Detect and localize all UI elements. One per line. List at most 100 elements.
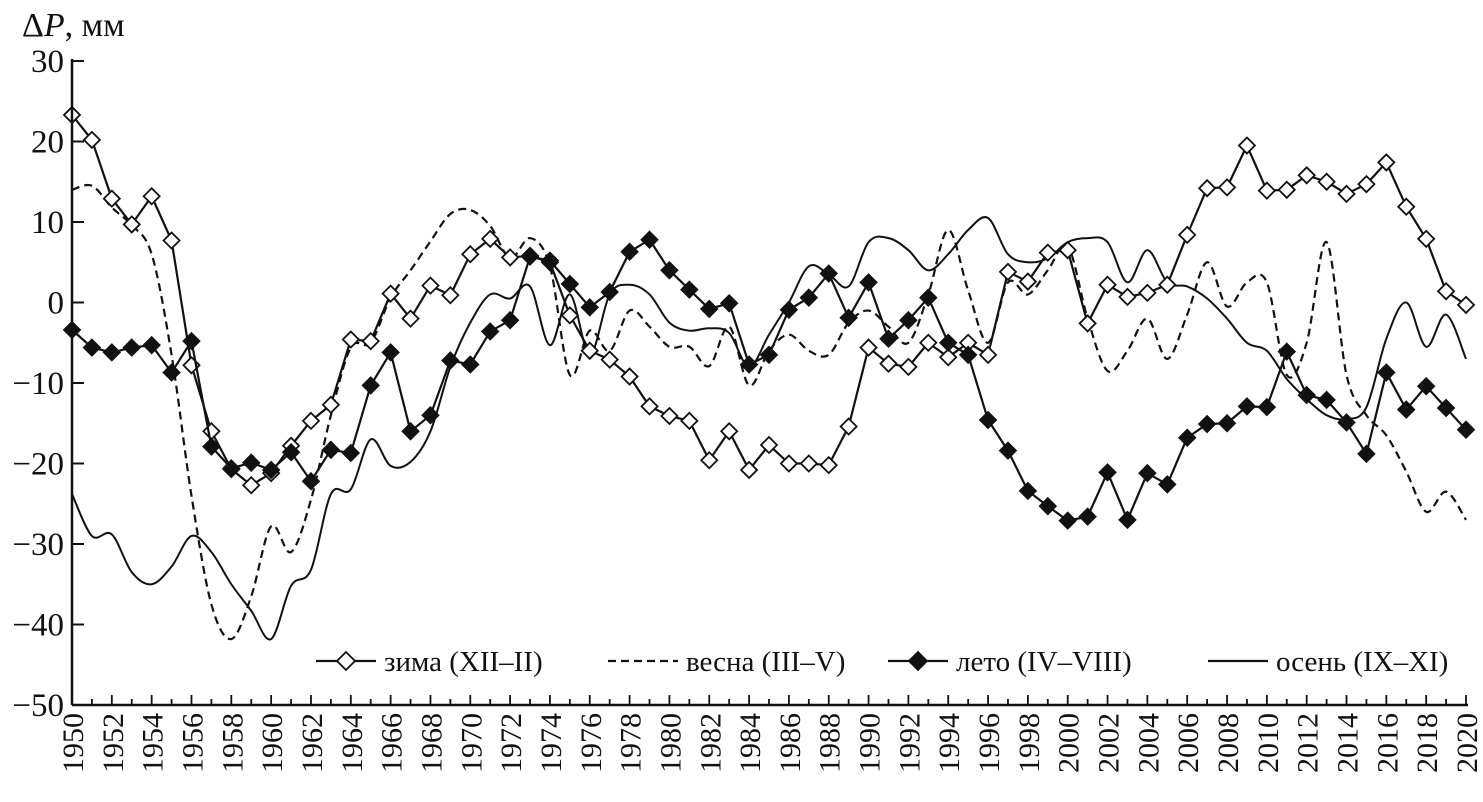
x-tick-label: 1986 [774, 713, 807, 773]
x-tick-label: 1980 [654, 713, 687, 773]
x-tick-label: 2004 [1132, 713, 1165, 773]
series-winter-point [859, 338, 878, 357]
series-summer-point [480, 322, 500, 341]
series-layer [62, 105, 1476, 641]
y-axis-label-unit: , мм [65, 7, 125, 44]
series-summer-point [779, 300, 799, 320]
series-summer-point [660, 261, 679, 280]
series-summer-point [1436, 398, 1456, 418]
series-summer-point [1237, 397, 1257, 416]
series-summer-point [899, 310, 918, 330]
series-summer-point [341, 443, 361, 463]
series-winter-point [699, 451, 719, 470]
series-summer-point [560, 274, 580, 294]
series-winter-point [202, 422, 221, 441]
series-winter-point [759, 435, 779, 455]
series-summer-point [640, 230, 659, 249]
x-tick-label: 1964 [336, 713, 369, 773]
series-winter-point [640, 397, 659, 416]
x-tick-label: 1950 [57, 713, 90, 773]
y-tick-label: −50 [12, 688, 64, 724]
series-summer-point [520, 247, 540, 266]
series-autumn [71, 216, 1467, 641]
y-tick-label: −10 [12, 366, 64, 402]
series-winter-point [799, 454, 819, 473]
x-tick-label: 1966 [376, 713, 409, 773]
series-summer-point [122, 338, 142, 357]
series-summer-point [82, 338, 102, 357]
series-summer-point [978, 410, 998, 430]
series-summer-point [321, 440, 341, 460]
series-winter-point [938, 347, 958, 367]
series-summer-point [222, 459, 241, 478]
series-summer-point [1177, 428, 1197, 448]
series-summer-point [719, 294, 739, 313]
series-summer-point [102, 343, 122, 362]
series-winter-point [660, 406, 679, 426]
y-tick-label: 10 [31, 205, 64, 241]
series-winter-point [461, 244, 480, 264]
series-summer-point [281, 442, 301, 462]
series-spring-line [71, 183, 1467, 641]
y-tick-label: −40 [12, 608, 64, 644]
series-summer-point [799, 288, 819, 307]
series-summer-point [1038, 496, 1058, 516]
series-winter-point [1396, 197, 1416, 216]
legend-item-autumn: осень (IX–XI) [1208, 646, 1448, 678]
series-winter-point [1118, 287, 1137, 307]
series-winter-point [1177, 225, 1197, 245]
series-summer-point [1078, 507, 1097, 526]
x-tick-label: 2016 [1371, 713, 1404, 773]
series-summer-point [839, 308, 858, 328]
series-winter-point [1456, 295, 1476, 315]
x-tick-label: 2020 [1451, 713, 1483, 773]
series-summer-point [1277, 342, 1297, 361]
series-summer-point [1377, 363, 1396, 382]
x-tick-label: 1978 [615, 713, 648, 773]
series-summer-point [998, 441, 1018, 460]
series-winter-point [998, 262, 1018, 282]
series-winter-point [1317, 172, 1336, 192]
legend-label-spring: весна (III–V) [686, 646, 845, 678]
series-summer-point [162, 363, 181, 382]
series-summer-point [1456, 420, 1476, 439]
series-winter-point [899, 357, 918, 377]
series-winter-point [1237, 136, 1257, 155]
series-winter-point [1297, 166, 1316, 185]
series-summer-point [1197, 414, 1217, 434]
series-winter-point [719, 422, 739, 441]
legend: зима (XII–II) весна (III–V) лето (IV–VIII)… [316, 646, 1448, 678]
x-tick-label: 2014 [1332, 713, 1365, 773]
x-tick-label: 1998 [1013, 713, 1046, 773]
series-winter-point [1078, 314, 1097, 333]
series-summer-point [879, 329, 898, 348]
series-winter-point [560, 306, 580, 325]
series-summer-point [381, 343, 400, 362]
series-summer-point [401, 422, 420, 441]
series-summer-point [500, 310, 520, 330]
series-winter-point [1098, 275, 1117, 295]
x-tick-label: 1984 [734, 713, 767, 773]
series-autumn-line [71, 216, 1467, 641]
series-winter-point [580, 341, 600, 361]
series-winter-point [1197, 178, 1217, 198]
y-tick-label: 0 [48, 286, 65, 322]
x-tick-label: 2008 [1212, 713, 1245, 773]
x-tick-label: 2000 [1053, 713, 1086, 773]
series-summer-point [600, 282, 619, 302]
series-summer-point [958, 345, 978, 365]
series-winter-point [1377, 153, 1396, 172]
series-winter-point [1436, 281, 1456, 301]
series-spring [71, 183, 1467, 641]
legend-label-summer: лето (IV–VIII) [956, 646, 1132, 678]
series-winter-point [1277, 180, 1297, 200]
x-tick-label: 1974 [535, 713, 568, 773]
x-tick-label: 1976 [575, 713, 608, 773]
series-winter-point [680, 411, 699, 431]
series-summer-point [421, 405, 440, 425]
x-tick-label: 1988 [814, 713, 847, 773]
series-summer-point [1018, 481, 1038, 501]
